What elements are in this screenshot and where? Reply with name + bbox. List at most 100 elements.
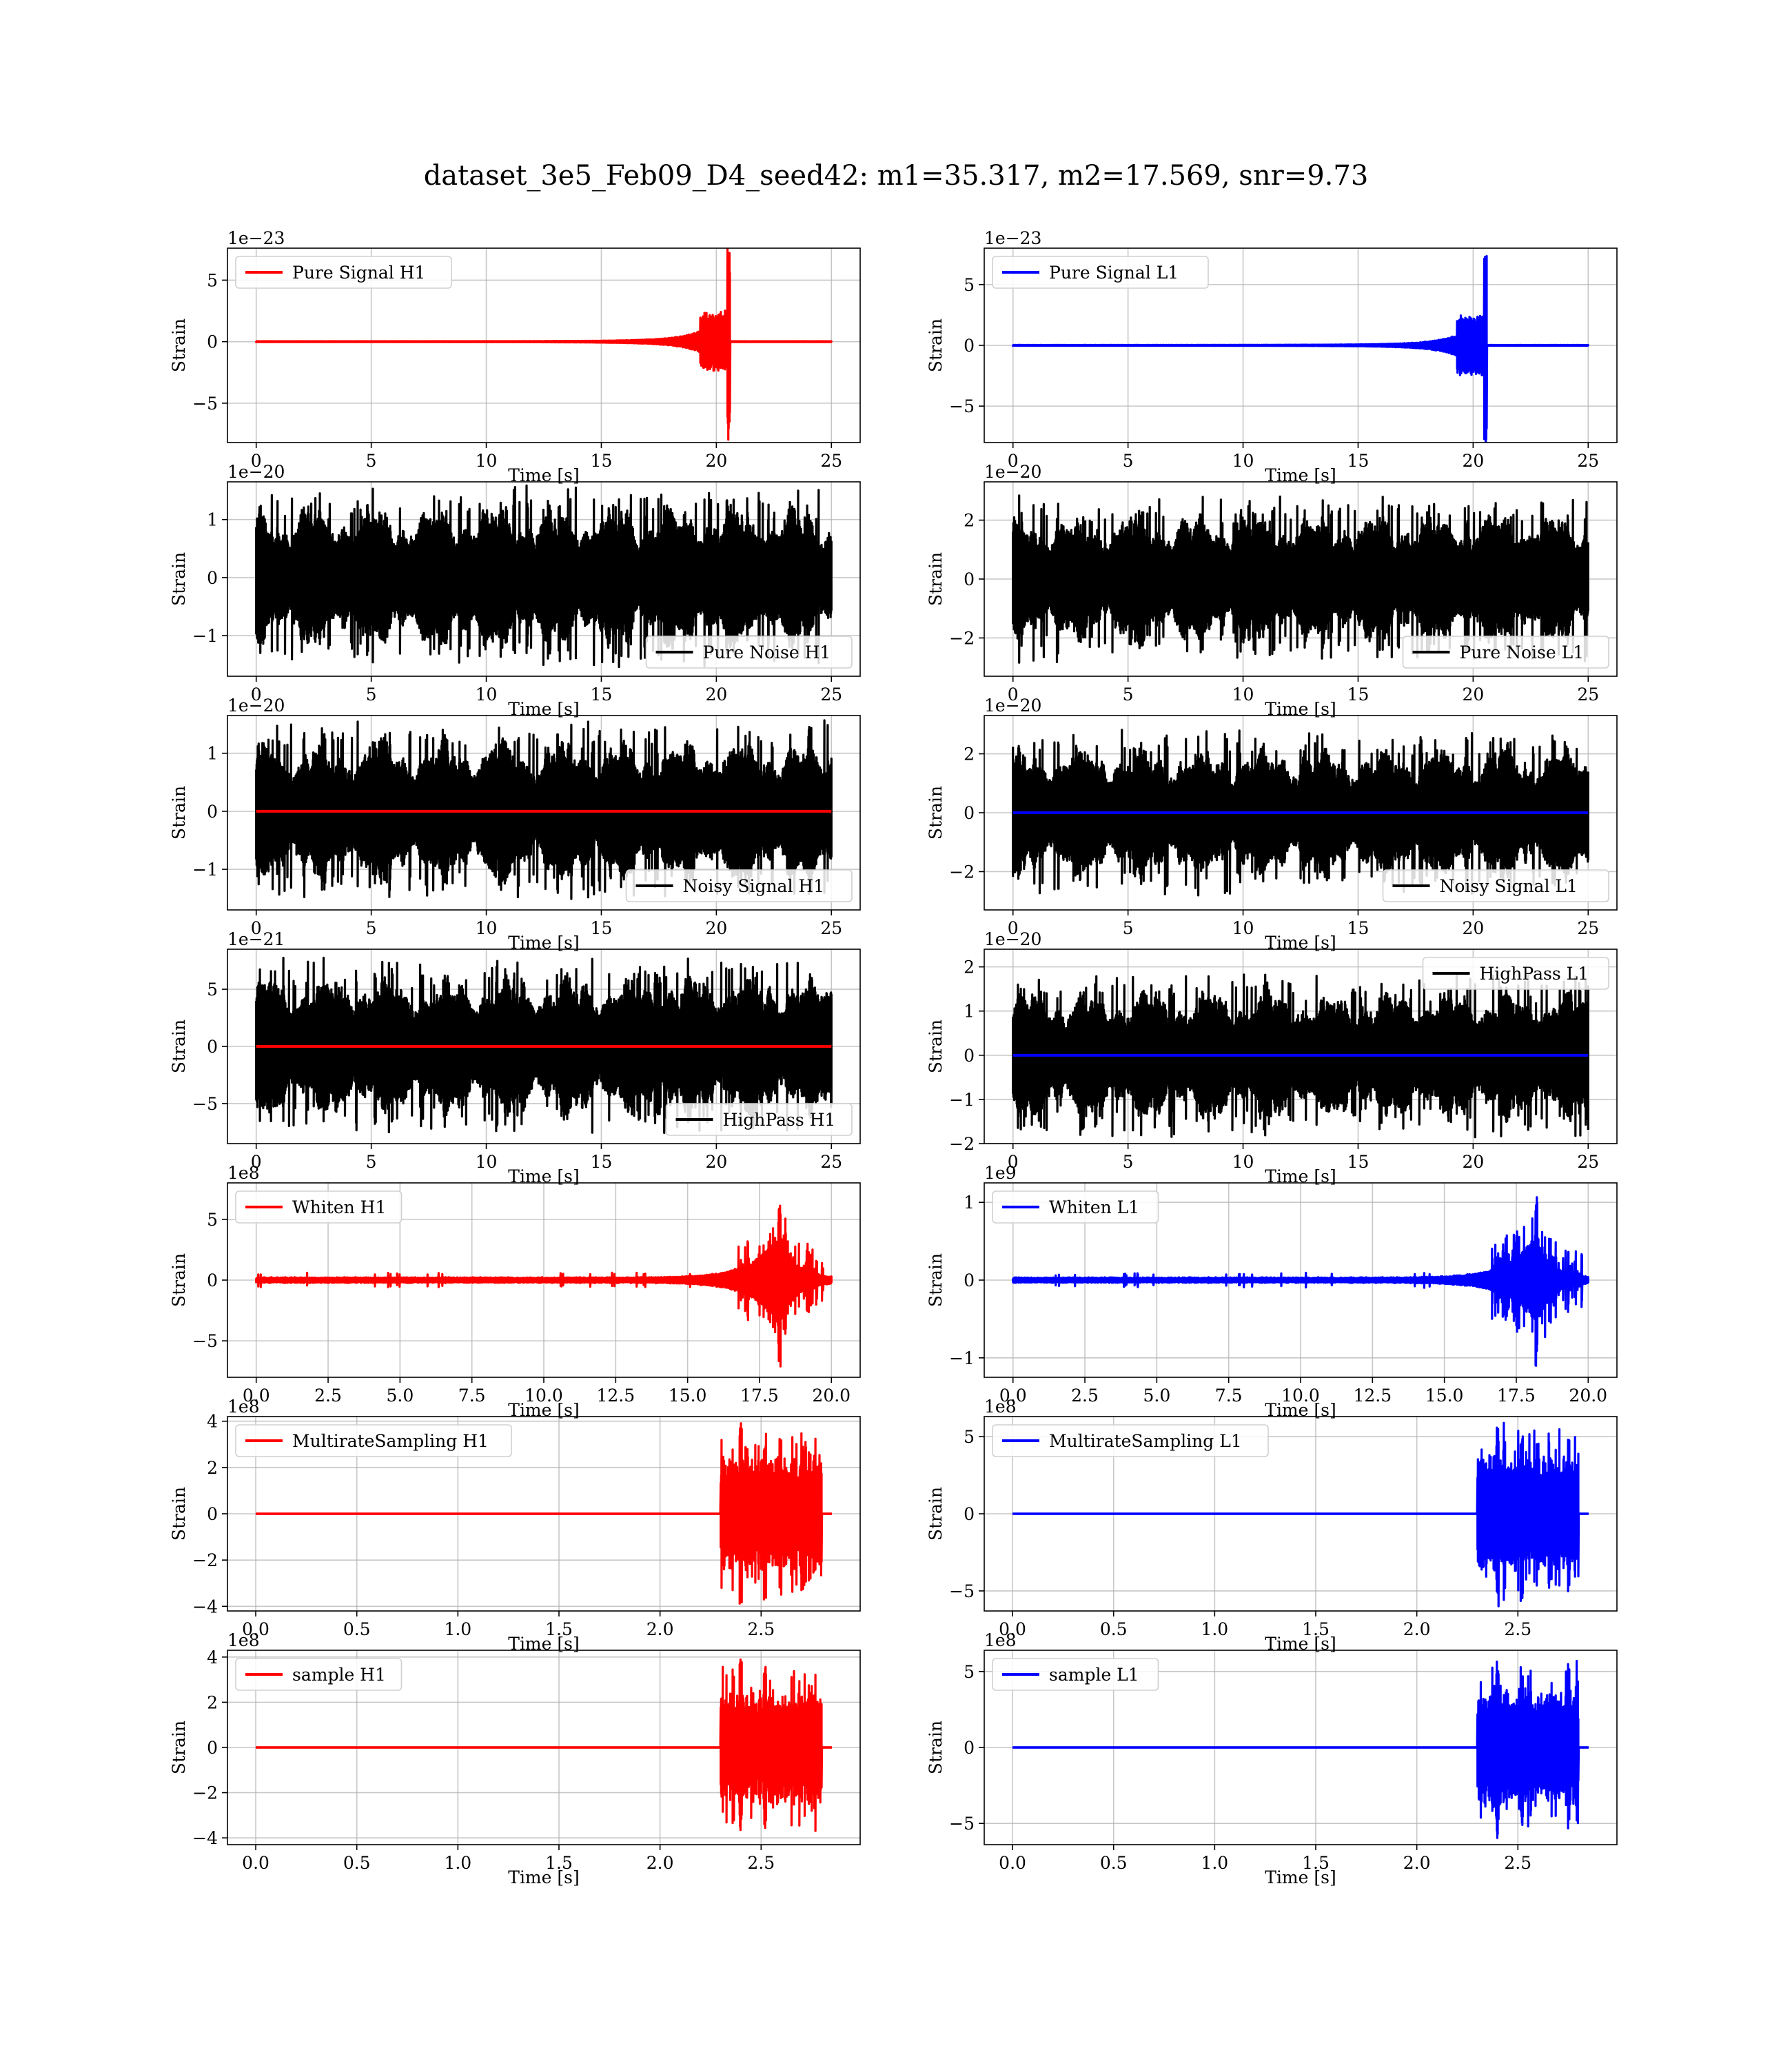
x-tick-label: 10 [476,451,498,471]
y-tick-label: 5 [964,1662,975,1682]
y-tick-label: −5 [949,396,975,416]
y-tick-label: 0 [207,332,218,352]
y-tick-label: −5 [949,1581,975,1601]
legend: Whiten H1 [235,1190,403,1224]
x-tick-label: 0.0 [242,1619,269,1639]
x-tick-label: 2.0 [1403,1619,1431,1639]
x-tick-label: 1.0 [1201,1853,1228,1873]
x-tick-label: 0.0 [999,1619,1026,1639]
x-tick-label: 25 [1577,1152,1599,1172]
x-tick-label: 0 [251,1152,262,1172]
x-tick-label: 0.5 [1100,1619,1128,1639]
plot-area [255,484,833,669]
y-tick-label: −5 [192,1094,218,1114]
y-tick-label: 0 [207,1270,218,1290]
plot-area [255,1204,833,1368]
x-tick-label: 10 [1232,685,1254,704]
x-axis-label: Time [s] [508,1867,579,1887]
legend: HighPass H1 [665,1103,853,1136]
legend: Pure Signal H1 [235,256,452,289]
x-tick-label: 0 [1008,685,1019,704]
plot-area [1012,729,1589,897]
x-tick-label: 10.0 [525,1386,563,1406]
x-tick-label: 0.0 [999,1386,1027,1406]
subplot-whiten-l1: 0.0 2.5 5.0 7.5 10.0 12.5 15.0 17.5 20.0−1011e9T… [926,1163,1618,1420]
axes-frame [227,247,861,443]
offset-label: 1e−23 [984,228,1041,248]
y-tick-label: 2 [964,511,975,531]
x-tick-label: 15.0 [669,1386,707,1406]
x-tick-label: 15 [591,451,613,471]
x-tick-label: 0 [251,451,262,471]
x-tick-label: 5 [366,918,377,938]
x-tick-label: 10 [1232,918,1254,938]
y-tick-label: 1 [964,1193,975,1213]
plot-area [1012,494,1589,664]
x-tick-label: 0 [1008,1152,1019,1172]
figure-title: dataset_3e5_Feb09_D4_seed42: m1=35.317, … [424,160,1369,192]
x-tick-label: 0.5 [343,1619,371,1639]
series-trace [255,719,833,900]
axes-frame [984,949,1618,1144]
y-tick-label: 0 [964,1046,975,1066]
x-tick-label: 0 [251,918,262,938]
y-tick-label: 0 [964,803,975,823]
legend-label: Pure Noise H1 [703,642,831,662]
x-tick-label: 15 [1347,918,1370,938]
x-tick-label: 1.5 [1302,1853,1330,1873]
legend-label: sample L1 [1049,1665,1139,1685]
x-tick-label: 20 [1462,1152,1484,1172]
legend-box [992,1424,1269,1457]
y-axis-label: Strain [169,1020,189,1073]
x-tick-label: 12.5 [596,1386,635,1406]
x-tick-label: 17.5 [1497,1386,1536,1406]
legend-box [235,256,452,289]
legend-label: MultirateSampling L1 [1049,1431,1242,1451]
legend-box [992,1658,1159,1691]
axes-frame [227,481,861,677]
plot-area [1012,1659,1589,1839]
x-tick-label: 0.5 [1100,1853,1128,1873]
x-tick-label: 5 [1123,918,1134,938]
x-tick-label: 1.0 [444,1619,471,1639]
x-tick-label: 17.5 [740,1386,779,1406]
offset-label: 1e8 [227,1397,260,1417]
x-tick-label: 2.5 [747,1853,775,1873]
legend-box [665,1103,853,1136]
y-axis-label: Strain [169,1487,189,1541]
y-axis-label: Strain [169,1721,189,1774]
y-tick-label: −4 [192,1596,218,1616]
legend-label: Noisy Signal H1 [683,876,825,896]
y-tick-label: 0 [207,568,218,588]
series-trace [1012,729,1589,897]
x-tick-label: 0 [251,685,262,704]
offset-label: 1e8 [227,1630,260,1650]
x-tick-label: 0 [1008,918,1019,938]
offset-label: 1e−20 [984,929,1041,949]
x-tick-label: 5 [1123,685,1134,704]
x-tick-label: 20 [1462,685,1484,704]
y-axis-label: Strain [169,1253,189,1307]
legend-label: sample H1 [292,1665,386,1685]
y-tick-label: 0 [964,1738,975,1758]
x-tick-label: 0.0 [243,1386,270,1406]
x-tick-label: 5 [366,451,377,471]
legend-box [992,256,1209,289]
x-tick-label: 10.0 [1281,1386,1320,1406]
y-tick-label: 1 [207,744,218,764]
x-tick-label: 5.0 [1143,1386,1170,1406]
subplot-sample-l1: 0.0 0.5 1.0 1.5 2.0 2.5 −5 0 5 1e8 Time [s] Strain s… [926,1630,1618,1887]
y-axis-label: Strain [169,318,189,372]
subplot-sample-h1: 0.0 0.5 1.0 1.5 2.0 2.5 −4 −2 0 2 4 1e8 Time [s] Stra… [169,1630,861,1887]
y-axis-label: Strain [926,318,946,372]
y-tick-label: −1 [192,860,218,880]
y-tick-label: −1 [949,1090,975,1110]
x-tick-label: 20 [705,1152,727,1172]
x-tick-label: 10 [476,1152,498,1172]
legend-label: Noisy Signal L1 [1440,876,1578,896]
y-tick-label: 0 [207,1738,218,1758]
x-tick-label: 5.0 [386,1386,414,1406]
y-axis-label: Strain [926,786,946,840]
